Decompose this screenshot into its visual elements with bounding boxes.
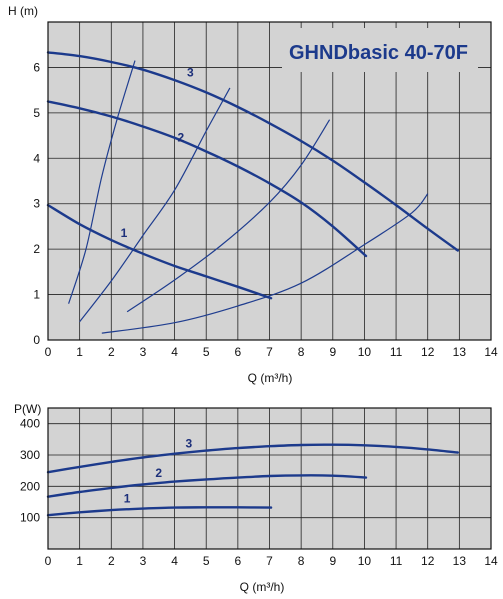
speed-label-3: 3	[185, 436, 192, 450]
x-tick-label: 12	[421, 345, 435, 359]
x-tick-label: 11	[390, 345, 403, 359]
x-tick-label: 9	[329, 345, 336, 359]
y-tick-label: 3	[33, 197, 40, 211]
x-tick-label: 14	[484, 345, 498, 359]
x-tick-label: 13	[453, 554, 467, 568]
power-x-axis-title: Q (m³/h)	[240, 580, 285, 594]
head-system-curves	[68, 60, 429, 334]
x-tick-label: 10	[358, 554, 372, 568]
speed-label-2: 2	[155, 466, 162, 480]
x-tick-label: 8	[298, 345, 305, 359]
speed-label-1: 1	[121, 226, 128, 240]
x-tick-label: 11	[390, 554, 403, 568]
speed-curve-1	[46, 203, 273, 300]
model-title-main: GHND	[289, 42, 348, 64]
x-tick-label: 8	[298, 554, 305, 568]
y-tick-label: 200	[20, 479, 40, 493]
x-tick-label: 6	[235, 554, 242, 568]
speed-label-2: 2	[178, 130, 185, 144]
x-tick-label: 7	[266, 554, 273, 568]
y-tick-label: 0	[33, 333, 40, 347]
head-y-axis-title: H (m)	[8, 4, 38, 18]
power-plot-frame	[47, 407, 492, 550]
x-tick-label: 0	[45, 554, 52, 568]
speed-label-3: 3	[187, 66, 194, 80]
x-tick-label: 4	[171, 554, 178, 568]
model-title: GHNDbasic 40-70F	[289, 42, 468, 64]
head-speed-labels: 1 2 3	[121, 66, 194, 240]
x-tick-label: 5	[203, 554, 210, 568]
y-tick-label: 1	[33, 288, 40, 302]
speed-curve-1	[46, 506, 273, 517]
x-tick-label: 6	[235, 345, 242, 359]
speed-curve-3	[46, 51, 459, 252]
y-tick-label: 2	[33, 242, 40, 256]
x-tick-label: 9	[329, 554, 336, 568]
power-y-axis-title: P(W)	[14, 402, 41, 416]
power-curves	[46, 443, 459, 517]
x-tick-label: 12	[421, 554, 435, 568]
speed-curve-3	[46, 443, 459, 474]
x-tick-label: 7	[266, 345, 273, 359]
head-performance-curves	[46, 51, 459, 300]
system-curve	[79, 87, 231, 323]
system-curve	[126, 119, 331, 313]
x-tick-label: 1	[76, 554, 83, 568]
y-tick-label: 5	[33, 106, 40, 120]
x-tick-label: 14	[484, 554, 498, 568]
x-tick-label: 3	[140, 345, 147, 359]
head-x-axis-title: Q (m³/h)	[248, 371, 293, 385]
system-curve	[101, 193, 429, 334]
x-tick-label: 1	[76, 345, 83, 359]
y-tick-label: 6	[33, 60, 40, 74]
y-tick-label: 4	[33, 151, 40, 165]
y-tick-label: 100	[20, 511, 40, 525]
x-tick-label: 0	[45, 345, 52, 359]
y-tick-label: 400	[20, 417, 40, 431]
speed-label-1: 1	[124, 492, 131, 506]
x-tick-label: 13	[453, 345, 467, 359]
speed-curve-2	[46, 474, 368, 498]
x-tick-label: 4	[171, 345, 178, 359]
x-tick-label: 10	[358, 345, 372, 359]
system-curve	[68, 60, 136, 304]
y-tick-label: 300	[20, 448, 40, 462]
power-speed-labels: 1 2 3	[124, 436, 193, 505]
model-title-suffix: basic 40-70F	[348, 42, 468, 64]
speed-curve-2	[46, 100, 368, 258]
model-title-box	[282, 28, 478, 72]
x-tick-label: 5	[203, 345, 210, 359]
x-tick-label: 2	[108, 345, 115, 359]
x-tick-label: 2	[108, 554, 115, 568]
x-tick-label: 3	[140, 554, 147, 568]
head-plot-frame	[47, 21, 492, 341]
